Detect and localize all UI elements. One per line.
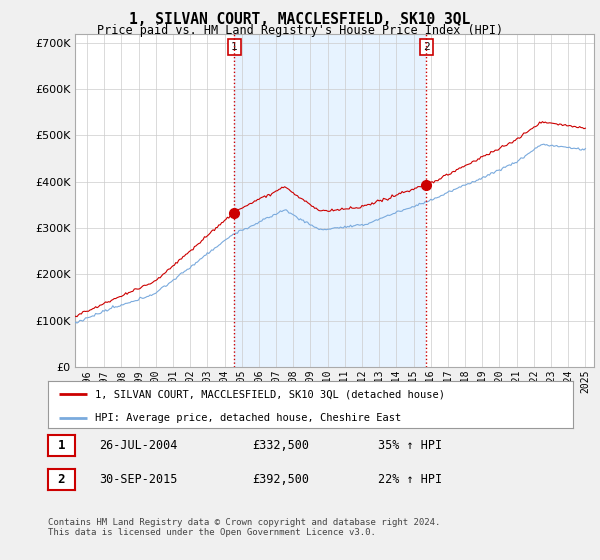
Text: 26-JUL-2004: 26-JUL-2004 xyxy=(99,439,178,452)
Text: 1: 1 xyxy=(58,439,65,452)
Text: 22% ↑ HPI: 22% ↑ HPI xyxy=(378,473,442,486)
Text: 1, SILVAN COURT, MACCLESFIELD, SK10 3QL (detached house): 1, SILVAN COURT, MACCLESFIELD, SK10 3QL … xyxy=(95,389,445,399)
Text: Price paid vs. HM Land Registry's House Price Index (HPI): Price paid vs. HM Land Registry's House … xyxy=(97,24,503,36)
Text: 2: 2 xyxy=(58,473,65,486)
Text: 1, SILVAN COURT, MACCLESFIELD, SK10 3QL: 1, SILVAN COURT, MACCLESFIELD, SK10 3QL xyxy=(130,12,470,27)
Text: 35% ↑ HPI: 35% ↑ HPI xyxy=(378,439,442,452)
Text: 1: 1 xyxy=(231,42,238,52)
Text: 30-SEP-2015: 30-SEP-2015 xyxy=(99,473,178,486)
Text: £392,500: £392,500 xyxy=(252,473,309,486)
Text: HPI: Average price, detached house, Cheshire East: HPI: Average price, detached house, Ches… xyxy=(95,413,401,423)
Text: Contains HM Land Registry data © Crown copyright and database right 2024.
This d: Contains HM Land Registry data © Crown c… xyxy=(48,518,440,538)
Text: 2: 2 xyxy=(423,42,430,52)
Bar xyxy=(235,34,427,367)
Text: £332,500: £332,500 xyxy=(252,439,309,452)
